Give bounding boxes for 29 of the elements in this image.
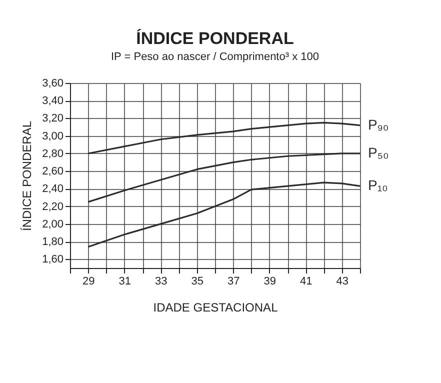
line-series: [87, 182, 361, 248]
x-tick-label: 29: [82, 276, 95, 288]
y-tick-label: 2,80: [42, 148, 64, 160]
series-label: P₉₀: [368, 116, 389, 132]
line-series: [87, 122, 361, 154]
x-tick-label: 41: [300, 276, 312, 288]
y-tick-label: 3,60: [42, 78, 64, 90]
series-label: P₁₀: [368, 177, 388, 194]
y-tick-label: 1,80: [42, 236, 64, 248]
series-label: P₅₀: [368, 144, 389, 160]
y-tick-label: 2,60: [42, 166, 64, 178]
chart-title: ÍNDICE PONDERAL: [136, 28, 294, 48]
y-tick-label: 2,00: [42, 218, 64, 230]
y-tick-label: 2,40: [42, 183, 64, 196]
y-tick-label: 1,60: [42, 254, 64, 266]
y-tick-label: 2,20: [42, 200, 64, 213]
y-tick-label: 3,00: [42, 130, 64, 142]
x-axis-title: IDADE GESTACIONAL: [153, 300, 278, 314]
y-axis-title: ÍNDICE PONDERAL: [20, 120, 34, 232]
x-tick-label: 35: [191, 276, 204, 288]
y-tick-label: 3,40: [42, 95, 64, 108]
y-tick-label: 3,20: [42, 112, 64, 125]
x-tick-label: 39: [264, 276, 276, 288]
x-tick-label: 43: [336, 276, 348, 288]
line-series: [87, 152, 361, 203]
x-tick-label: 31: [118, 276, 131, 288]
chart-subtitle: IP = Peso ao nascer / Comprimento³ x 100: [111, 51, 319, 63]
x-tick-label: 33: [155, 276, 168, 288]
x-tick-label: 37: [228, 276, 240, 288]
